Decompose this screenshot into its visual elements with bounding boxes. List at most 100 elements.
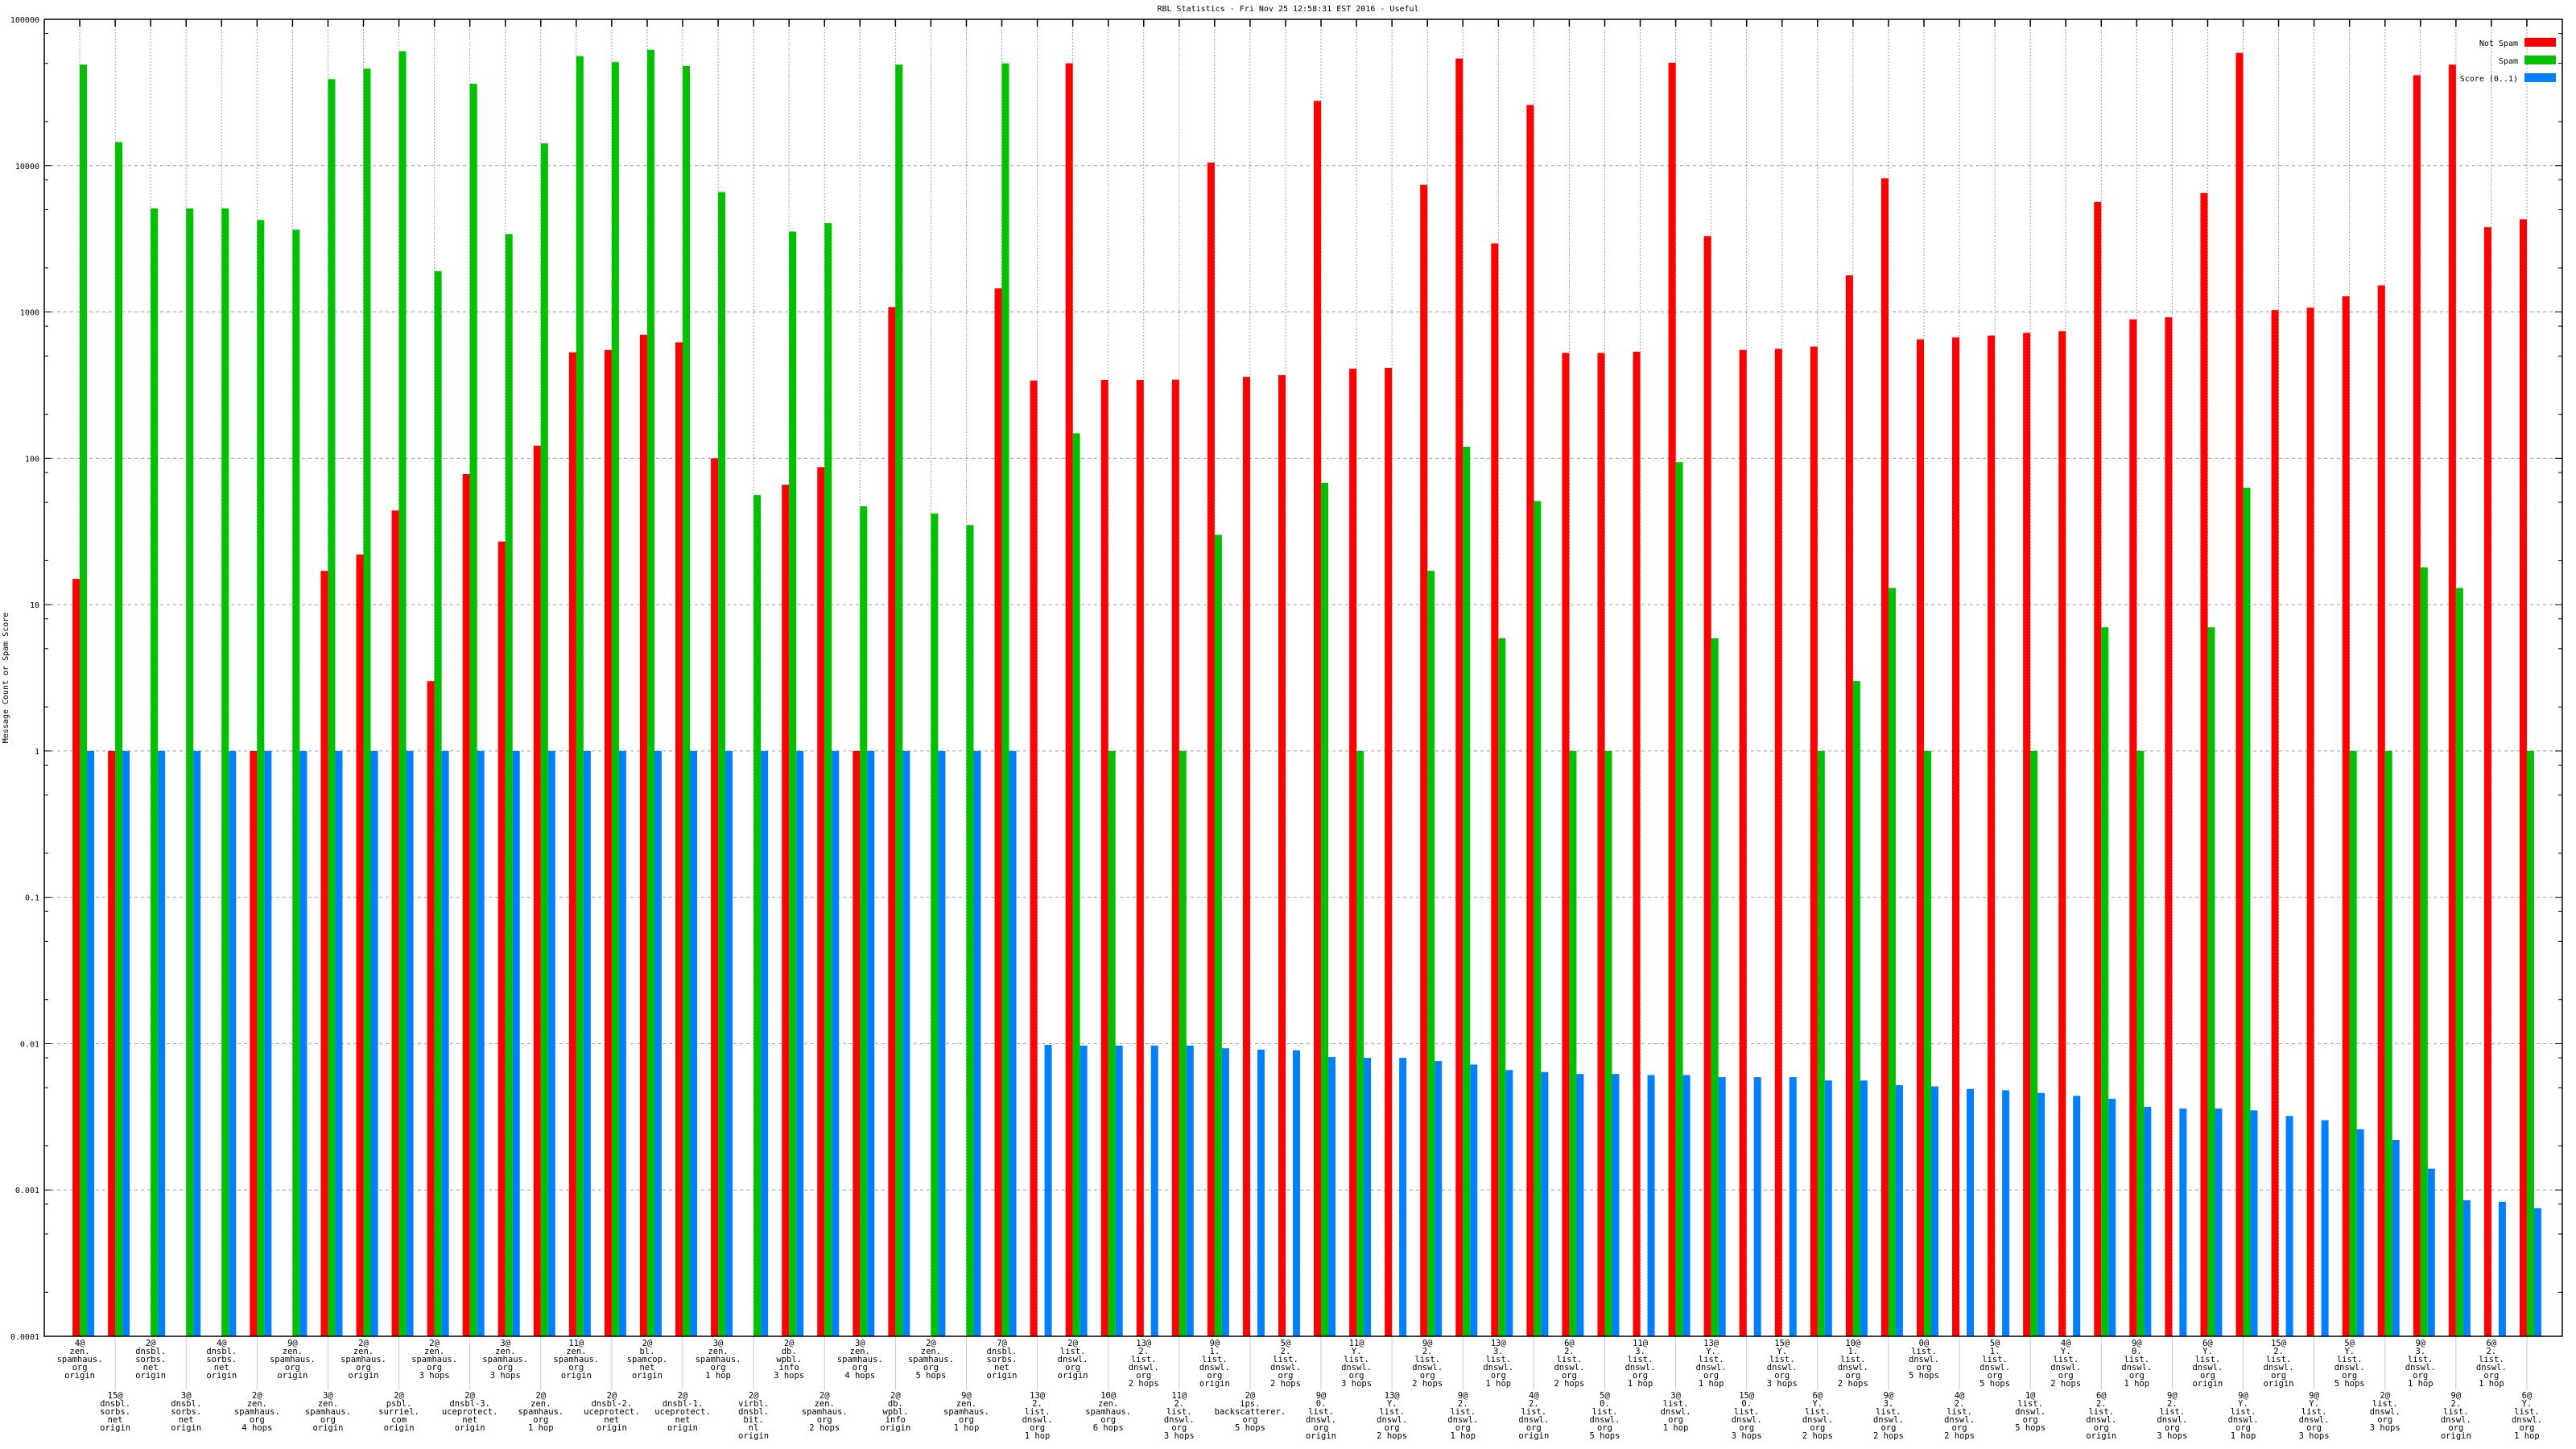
bar-score [2108, 1098, 2116, 1336]
bar-score [761, 750, 769, 1336]
x-tick-label-line: org [2271, 1371, 2286, 1381]
x-tick-label-line: 2@ [358, 1339, 369, 1348]
bar-not-spam [2342, 296, 2350, 1337]
bar-not-spam [391, 510, 399, 1336]
x-tick-label-line: origin [135, 1371, 166, 1381]
x-tick-label-line: 5 hops [1909, 1371, 1939, 1381]
bar-spam [2243, 487, 2251, 1336]
x-tick-label-line: 2@ [146, 1339, 156, 1348]
x-tick-label-line: dnswl. [2476, 1363, 2507, 1373]
x-tick-label-line: dnswl. [1164, 1415, 1195, 1425]
x-tick-label-line: dnsbl. [206, 1347, 237, 1356]
bar-not-spam [2519, 219, 2527, 1337]
chart-title: RBL Statistics - Fri Nov 25 12:58:31 EST… [1157, 5, 1418, 14]
x-tick-label-line: zen. [283, 1347, 303, 1356]
x-tick-label-line: net [639, 1363, 654, 1373]
x-tick-label-line: 3@ [500, 1339, 510, 1348]
x-tick-label-line: 9@ [287, 1339, 298, 1348]
x-tick-label-line: 11@ [1349, 1339, 1365, 1348]
x-tick-label-line: list. [1946, 1407, 1972, 1417]
x-tick-label-line: 2 hops [1554, 1379, 1584, 1389]
x-tick-label-line: org [2306, 1423, 2322, 1433]
x-tick-label-line: spamhaus. [411, 1355, 457, 1364]
x-tick-label-line: origin [2441, 1431, 2471, 1441]
bar-spam [931, 513, 939, 1336]
bar-spam [2136, 750, 2145, 1336]
bar-spam [753, 495, 762, 1336]
x-tick-label-line: origin [384, 1423, 415, 1433]
x-tick-label-line: 3 hops [1341, 1379, 1372, 1389]
bar-score [512, 750, 520, 1336]
x-tick-label: 2@ list. dnswl. org origin [1058, 1339, 1088, 1381]
bar-score [1930, 1086, 1938, 1336]
x-tick-label-line: list. [2124, 1355, 2150, 1364]
bar-spam [292, 229, 300, 1336]
bar-not-spam [1810, 346, 1818, 1336]
x-tick-label-line: 2@ [1067, 1339, 1078, 1348]
x-tick-label: 2@ zen. spamhaus. org 2 hops [802, 1391, 848, 1433]
x-tick-label-line: 3@ [1670, 1391, 1681, 1401]
x-tick-label-line: org [285, 1363, 300, 1373]
legend-label: Not Spam [2479, 39, 2518, 48]
x-tick-label-line: list. [2017, 1399, 2043, 1409]
bar-not-spam [1880, 178, 1889, 1337]
x-tick-label: 3@ zen. spamhaus. org 1 hop [696, 1339, 741, 1381]
x-tick-label: 9@ 2. list. dnswl. org 2 hops [1412, 1339, 1443, 1389]
bar-score [1612, 1074, 1620, 1336]
x-tick-label-line: dnswl. [2264, 1363, 2294, 1373]
bar-score [335, 750, 343, 1336]
x-tick-label: 4@ 2. list. dnswl. org origin [1518, 1391, 1549, 1441]
x-tick-label-line: psbl. [386, 1399, 412, 1409]
x-tick-label-line: dnswl. [1979, 1363, 2010, 1373]
bar-score [2002, 1090, 2010, 1336]
bar-spam [1675, 462, 1683, 1337]
x-tick-label-line: Y. [1777, 1347, 1787, 1356]
bar-not-spam [320, 571, 328, 1336]
x-tick-label-line: com [391, 1415, 407, 1425]
x-tick-label-line: origin [1306, 1431, 1336, 1441]
bar-spam [540, 143, 548, 1337]
x-tick-label-line: Y. [2238, 1399, 2248, 1409]
x-tick-label: 6@ Y. list. dnswl. org 2 hops [1802, 1391, 1833, 1441]
x-tick-label-line: 5 hops [1979, 1379, 2010, 1389]
x-tick-label-line: list. [2231, 1407, 2256, 1417]
x-tick-label-line: backscatterer. [1215, 1407, 1286, 1417]
bar-spam [2030, 750, 2038, 1336]
bar-score [654, 750, 662, 1336]
legend-label: Score (0..1) [2460, 75, 2518, 84]
x-tick-label: 5@ 1. list. dnswl. org 5 hops [1979, 1339, 2010, 1389]
x-tick-label-line: spamhaus. [234, 1407, 280, 1417]
x-tick-label-line: spamhaus. [270, 1355, 316, 1364]
bar-not-spam [1491, 243, 1499, 1336]
x-tick-label-line: dnswl. [1661, 1407, 1691, 1417]
x-tick-label: 2@ zen. spamhaus. org 4 hops [234, 1391, 280, 1433]
x-tick-label: 2@ zen. spamhaus. org 1 hop [518, 1391, 564, 1433]
bar-spam [469, 83, 477, 1337]
x-tick-label-line: dnsbl. [171, 1399, 201, 1409]
x-tick-label-line: dnswl. [1590, 1415, 1620, 1425]
x-tick-label: 9@ 0. list. dnswl. org origin [1306, 1391, 1336, 1441]
x-tick-label-line: spamhaus. [943, 1407, 989, 1417]
bar-spam [1923, 750, 1931, 1336]
x-tick-label-line: list. [1663, 1399, 1689, 1409]
bar-not-spam [1597, 353, 1605, 1337]
bar-score [1505, 1070, 1513, 1336]
plot-border [43, 19, 2563, 1337]
x-tick-label-line: org [1917, 1363, 1932, 1373]
bar-spam [1569, 750, 1577, 1336]
x-tick-label: 5@ 0. list. dnswl. org 5 hops [1590, 1391, 1620, 1441]
x-tick-label: 5@ 2. list. dnswl. org 2 hops [1270, 1339, 1301, 1389]
x-tick-label-line: list. [1273, 1355, 1298, 1364]
x-tick-label-line: dnswl. [1412, 1363, 1443, 1373]
x-tick-label-line: 3@ [181, 1391, 192, 1401]
bars [72, 49, 2541, 1337]
x-tick-label-line: list. [1805, 1407, 1831, 1417]
bar-spam [1604, 750, 1612, 1336]
bar-spam [505, 233, 513, 1337]
x-tick-label-line: 2. [2096, 1399, 2107, 1409]
x-tick-label-line: org [1278, 1371, 1293, 1381]
y-tick-label: 1000 [20, 309, 39, 318]
bar-spam [80, 64, 88, 1337]
bar-spam [646, 49, 654, 1337]
x-tick-label: 11@ 2. list. dnswl. org 3 hops [1164, 1391, 1195, 1441]
